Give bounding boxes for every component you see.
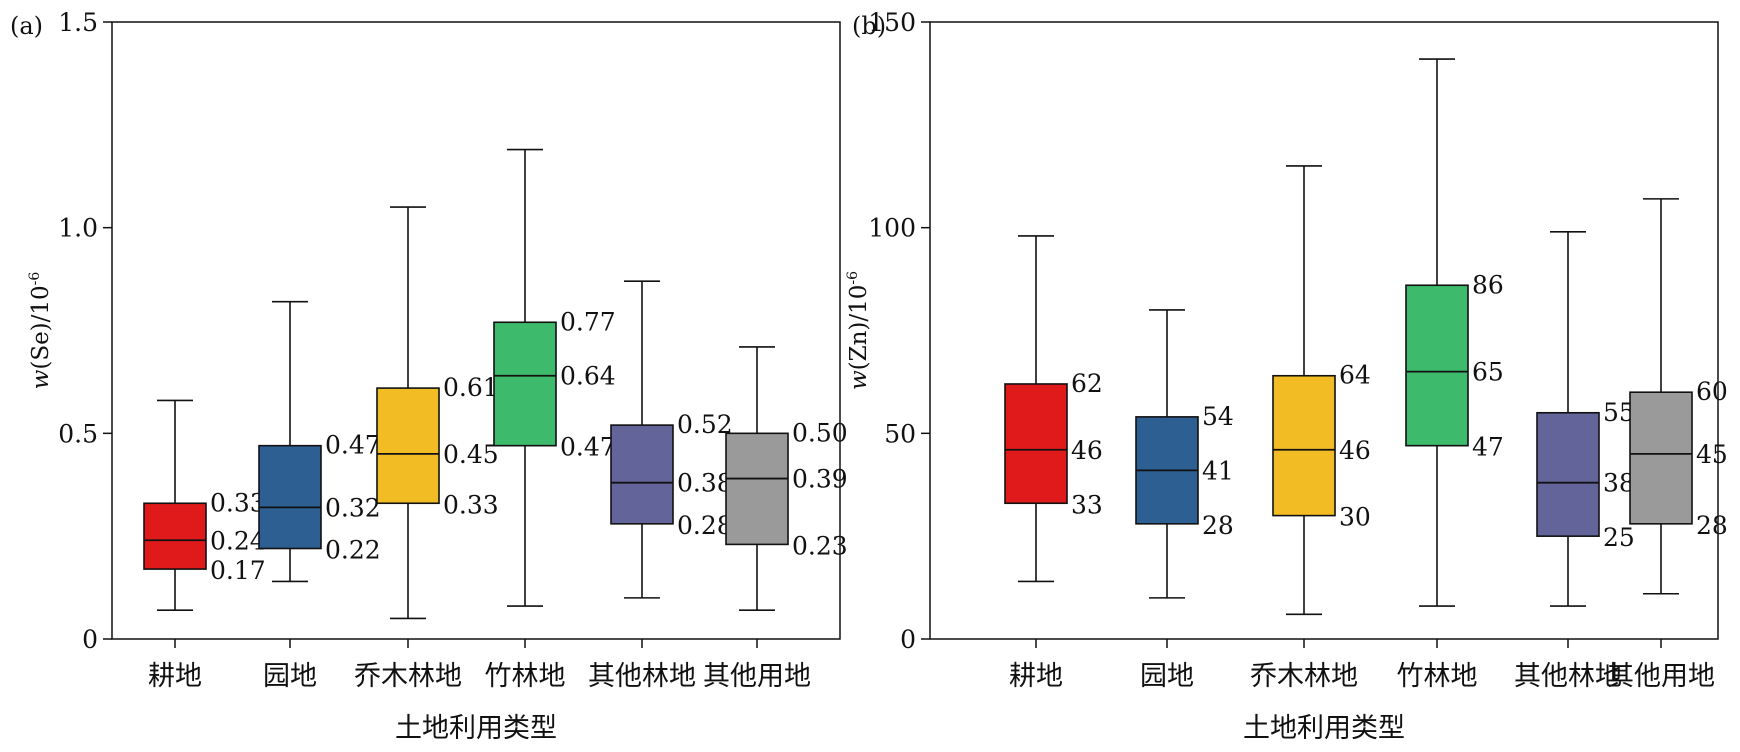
box-1: 耕地 0.33 0.240.17 [143, 399, 266, 692]
box-body [143, 502, 207, 570]
box-4: 竹林地 0.77 0.64 0.47 [485, 148, 616, 692]
q1-label: 30 [1339, 503, 1371, 532]
median-label: 0.38 [677, 469, 733, 498]
q3-label: 0.61 [443, 373, 499, 402]
y-axis-label: w(Zn)/10-6 [845, 271, 872, 390]
y-tick-label: 50 [884, 419, 916, 448]
q3-label: 62 [1071, 369, 1103, 398]
q1-label: 0.47 [560, 433, 616, 462]
box-body [610, 424, 674, 525]
y-tick-label: 150 [868, 8, 916, 37]
q3-label: 60 [1696, 377, 1728, 406]
median-label: 0.64 [560, 362, 616, 391]
x-tick-label: 耕地 [148, 661, 202, 692]
x-tick-label: 其他用地 [703, 661, 811, 692]
y-tick-label: 1.0 [58, 214, 98, 243]
panel-b: (b) 0 50 100 150 w(Zn)/10-6 土地利用类型 耕地 62 46 33 园地 54… [845, 8, 1728, 744]
y-axis-label-text: (Zn)/10 [846, 285, 872, 371]
box-3: 乔木林地 64 46 30 [1250, 165, 1371, 692]
x-tick-label: 竹林地 [1397, 661, 1478, 692]
x-tick-label: 其他林地 [1514, 661, 1622, 692]
box-6: 其他用地 60 45 28 [1607, 198, 1728, 692]
y-tick-label: 0.5 [58, 419, 98, 448]
y-tick-label: 100 [868, 214, 916, 243]
median-label: 46 [1071, 436, 1103, 465]
q1-label: 28 [1696, 511, 1728, 540]
x-axis-label: 土地利用类型 [395, 713, 557, 744]
y-axis-label-prefix: w [28, 369, 54, 389]
box-body [725, 432, 789, 546]
q1-label: 0.22 [325, 536, 381, 565]
x-tick-label: 园地 [263, 661, 317, 692]
box-body [258, 444, 322, 550]
q3-label: 54 [1202, 402, 1234, 431]
box-body [1629, 391, 1693, 525]
box-body [1536, 411, 1600, 537]
q1-label: 28 [1202, 511, 1234, 540]
x-tick-label: 耕地 [1009, 661, 1063, 692]
q1-label: 0.17 [210, 556, 266, 585]
y-tick-label: 1.5 [58, 8, 98, 37]
q1-label: 0.28 [677, 511, 733, 540]
y-tick-label: 0 [82, 625, 98, 654]
y-axis-label-text: (Se)/10 [28, 285, 54, 369]
q3-label: 0.33 [210, 488, 266, 517]
box-2: 园地 0.47 0.32 0.22 [258, 300, 381, 692]
q1-label: 0.23 [792, 531, 848, 560]
q3-label: 86 [1472, 270, 1504, 299]
plot-frame [111, 21, 841, 640]
x-tick-label: 园地 [1140, 661, 1194, 692]
plot-frame [929, 21, 1719, 640]
q3-label: 0.47 [325, 431, 381, 460]
y-axis-label-prefix: w [846, 370, 872, 390]
x-tick-label: 其他用地 [1607, 661, 1715, 692]
q1-label: 25 [1603, 523, 1635, 552]
median-label: 65 [1472, 358, 1504, 387]
q1-label: 47 [1472, 433, 1504, 462]
box-1: 耕地 62 46 33 [1004, 235, 1103, 692]
median-label: 46 [1339, 436, 1371, 465]
box-body [376, 387, 440, 505]
q1-label: 0.33 [443, 490, 499, 519]
q3-label: 64 [1339, 361, 1371, 390]
x-tick-label: 乔木林地 [1250, 661, 1358, 692]
q3-label: 0.50 [792, 418, 848, 447]
box-3: 乔木林地 0.61 0.45 0.33 [354, 206, 499, 692]
median-label: 41 [1202, 456, 1234, 485]
x-axis-label: 土地利用类型 [1243, 713, 1405, 744]
box-body [493, 321, 557, 447]
box-body [1272, 374, 1336, 517]
median-label: 0.39 [792, 465, 848, 494]
q3-label: 0.77 [560, 307, 616, 336]
q1-label: 33 [1071, 490, 1103, 519]
box-6: 其他用地 0.50 0.39 0.23 [703, 346, 848, 692]
panel-a: (a)00.51.01.5w(Se)/10-6土地利用类型耕地0.330.240… [10, 8, 848, 744]
median-label: 45 [1696, 440, 1728, 469]
box-2: 园地 54 41 28 [1135, 309, 1234, 692]
x-tick-label: 其他林地 [588, 661, 696, 692]
box-4: 竹林地 86 65 47 [1397, 58, 1504, 692]
panel-label: (b) [852, 12, 886, 40]
x-tick-label: 竹林地 [485, 661, 566, 692]
y-axis-label-exponent: -6 [27, 272, 43, 286]
y-axis-label: w(Se)/10-6 [27, 272, 54, 390]
box-5: 其他林地 0.52 0.38 0.28 [588, 280, 733, 692]
median-label: 0.45 [443, 440, 499, 469]
x-tick-label: 乔木林地 [354, 661, 462, 692]
box-body [1004, 383, 1068, 505]
median-label: 0.24 [210, 526, 266, 555]
q3-label: 0.52 [677, 410, 733, 439]
y-tick-label: 0 [900, 625, 916, 654]
panel-label: (a) [10, 12, 43, 40]
box-body [1405, 284, 1469, 447]
median-label: 0.32 [325, 493, 381, 522]
y-axis-label-exponent: -6 [845, 271, 861, 285]
